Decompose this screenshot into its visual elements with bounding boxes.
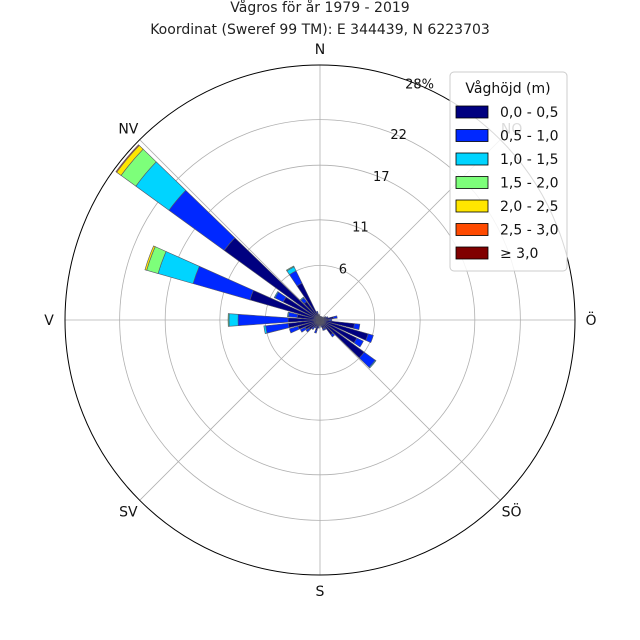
radial-tick-label: 22 [390,128,407,143]
bar-segment-310-5 [115,144,140,173]
bar-segment-350-1 [318,314,320,316]
bar-segment-220-1 [311,326,316,330]
bar-segment-150-1 [323,327,327,331]
legend-items: 0,0 - 0,5 0,5 - 1,0 1,0 - 1,5 1,5 - 2,0 2,0 … [455,105,558,262]
polar-frame [64,64,576,576]
bar-segment-110-1 [365,333,374,343]
bar-segment-310-0 [223,237,321,321]
bar-segment-230-1 [305,327,311,333]
legend-label: 2,5 - 3,0 [500,223,558,239]
legend-label: 1,0 - 1,5 [500,152,558,168]
legend-swatch [455,105,489,119]
direction-label: SÖ [502,503,522,521]
bar-segment-250-1 [288,325,300,334]
grid-spoke [319,319,501,501]
chart-subtitle: Koordinat (Sweref 99 TM): E 344439, N 62… [150,22,490,38]
legend-label: 0,0 - 0,5 [500,105,558,121]
bar-segment-330-3 [285,265,295,272]
legend-swatch [455,223,489,236]
polar-grid [65,65,575,575]
sector-bars [115,144,377,369]
bar-segment-140-1 [330,332,335,338]
radial-tick-label: 11 [352,220,369,235]
legend-swatch [455,199,489,213]
bar-segment-200-1 [314,329,318,334]
legend-swatch [455,176,489,189]
legend-swatch [455,129,489,142]
direction-label: Ö [585,311,596,329]
grid-spoke [139,319,321,501]
bar-segment-210-1 [314,325,318,329]
bar-segment-160-1 [322,327,325,331]
legend-title: Våghöjd (m) [465,80,550,97]
bar-segment-90-1 [328,318,333,322]
bar-segment-270-3 [227,313,230,327]
chart-title: Vågros för år 1979 - 2019 [230,0,409,16]
bar-segment-120-1 [353,337,364,348]
radial-tick-label: 28% [405,77,434,92]
bar-segment-270-2 [228,313,239,327]
direction-label: V [44,313,54,329]
direction-label: NV [118,121,138,137]
bar-segment-300-2 [273,291,279,299]
legend-label: 2,0 - 2,5 [500,199,558,215]
radial-tick-labels: 6 11 17 22 28% [339,77,434,277]
outer-circle [64,64,576,576]
direction-label: SV [119,505,138,521]
bar-segment-260-2 [263,325,268,335]
bar-segment-260-1 [265,323,290,334]
bar-segment-240-1 [299,326,307,333]
legend-label: 1,5 - 2,0 [500,176,558,192]
bar-segment-80-1 [332,315,338,319]
legend-frame [449,71,568,272]
bar-segment-310-1 [168,189,236,251]
direction-label: N [315,42,325,58]
legend: Våghöjd (m) 0,0 - 0,5 0,5 - 1,0 1,0 - 1,5 1… [449,71,568,272]
bar-segment-280-2 [287,311,290,317]
legend-swatch [455,152,489,166]
radial-tick-label: 17 [373,170,390,185]
bar-segment-130-2 [368,359,377,369]
bar-segment-290-4 [144,245,156,271]
bar-segment-170-1 [320,324,323,328]
radial-tick-label: 6 [339,263,347,278]
grid-spoke [139,139,321,321]
bar-segment-320-2 [299,296,305,301]
legend-label: 0,5 - 1,0 [500,129,558,145]
bar-segment-100-1 [353,323,361,331]
legend-swatch [455,246,489,260]
bar-segment-340-1 [315,310,319,314]
direction-label: S [316,584,325,600]
legend-label: ≥ 3,0 [500,246,538,262]
